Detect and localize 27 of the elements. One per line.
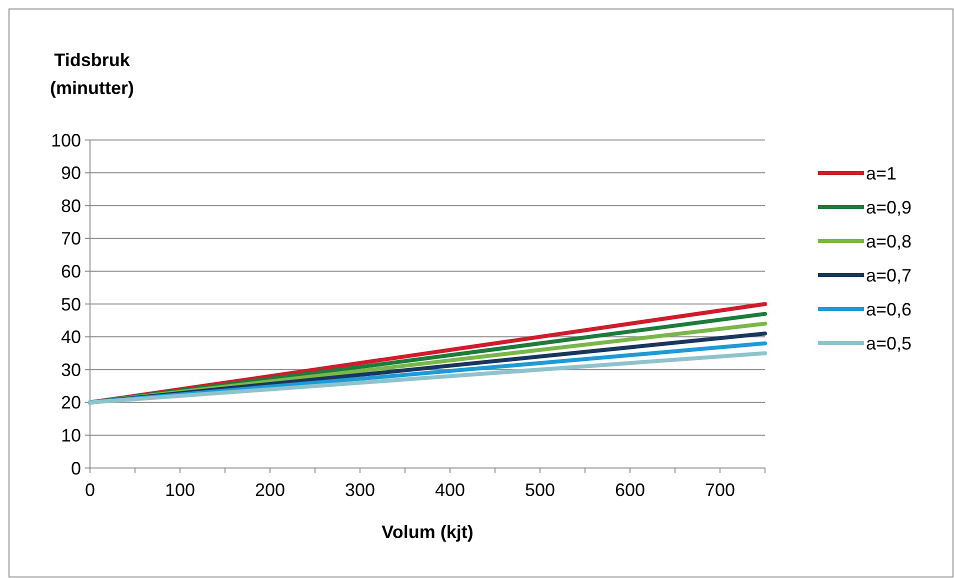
x-tick-label: 500 xyxy=(524,480,556,500)
y-axis-title: Tidsbruk (minutter) xyxy=(50,50,134,98)
y-tick-label: 70 xyxy=(60,228,81,249)
y-tick-label: 30 xyxy=(60,360,81,380)
x-axis-title: Volum (kjt) xyxy=(382,522,474,542)
y-tick-label: 90 xyxy=(60,163,81,184)
x-tick-label: 200 xyxy=(254,480,286,500)
y-tick-label: 20 xyxy=(60,392,81,413)
legend-label: a=0,8 xyxy=(866,231,912,252)
x-tick-label: 400 xyxy=(434,480,466,500)
y-tick-label: 10 xyxy=(60,426,81,446)
y-tick-label: 100 xyxy=(50,130,81,150)
legend-label: a=0,9 xyxy=(866,197,912,218)
x-tick-label: 600 xyxy=(614,480,646,500)
x-tick-label: 100 xyxy=(164,480,196,500)
y-tick-label: 0 xyxy=(70,458,81,478)
legend-label: a=1 xyxy=(866,163,897,184)
y-tick-label: 60 xyxy=(60,262,81,282)
legend-label: a=0,7 xyxy=(866,265,912,286)
x-tick-label: 700 xyxy=(704,480,736,500)
legend-label: a=0,6 xyxy=(866,299,912,320)
y-tick-label: 80 xyxy=(60,196,81,216)
legend-label: a=0,5 xyxy=(866,333,912,354)
x-tick-label: 300 xyxy=(344,480,376,500)
y-tick-label: 40 xyxy=(60,327,81,348)
y-tick-label: 50 xyxy=(60,294,81,314)
x-tick-label: 0 xyxy=(84,480,96,500)
